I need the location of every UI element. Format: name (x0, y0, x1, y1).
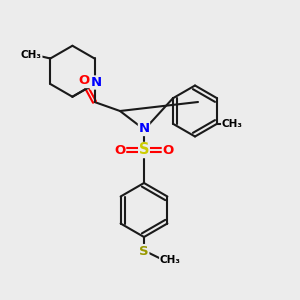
Text: O: O (114, 143, 126, 157)
Text: O: O (78, 74, 90, 88)
Text: CH₃: CH₃ (160, 255, 181, 265)
Text: N: N (138, 122, 150, 136)
Text: S: S (139, 244, 149, 258)
Text: S: S (139, 142, 149, 158)
Text: CH₃: CH₃ (21, 50, 42, 61)
Text: O: O (162, 143, 174, 157)
Text: CH₃: CH₃ (222, 119, 243, 129)
Text: N: N (90, 76, 102, 89)
